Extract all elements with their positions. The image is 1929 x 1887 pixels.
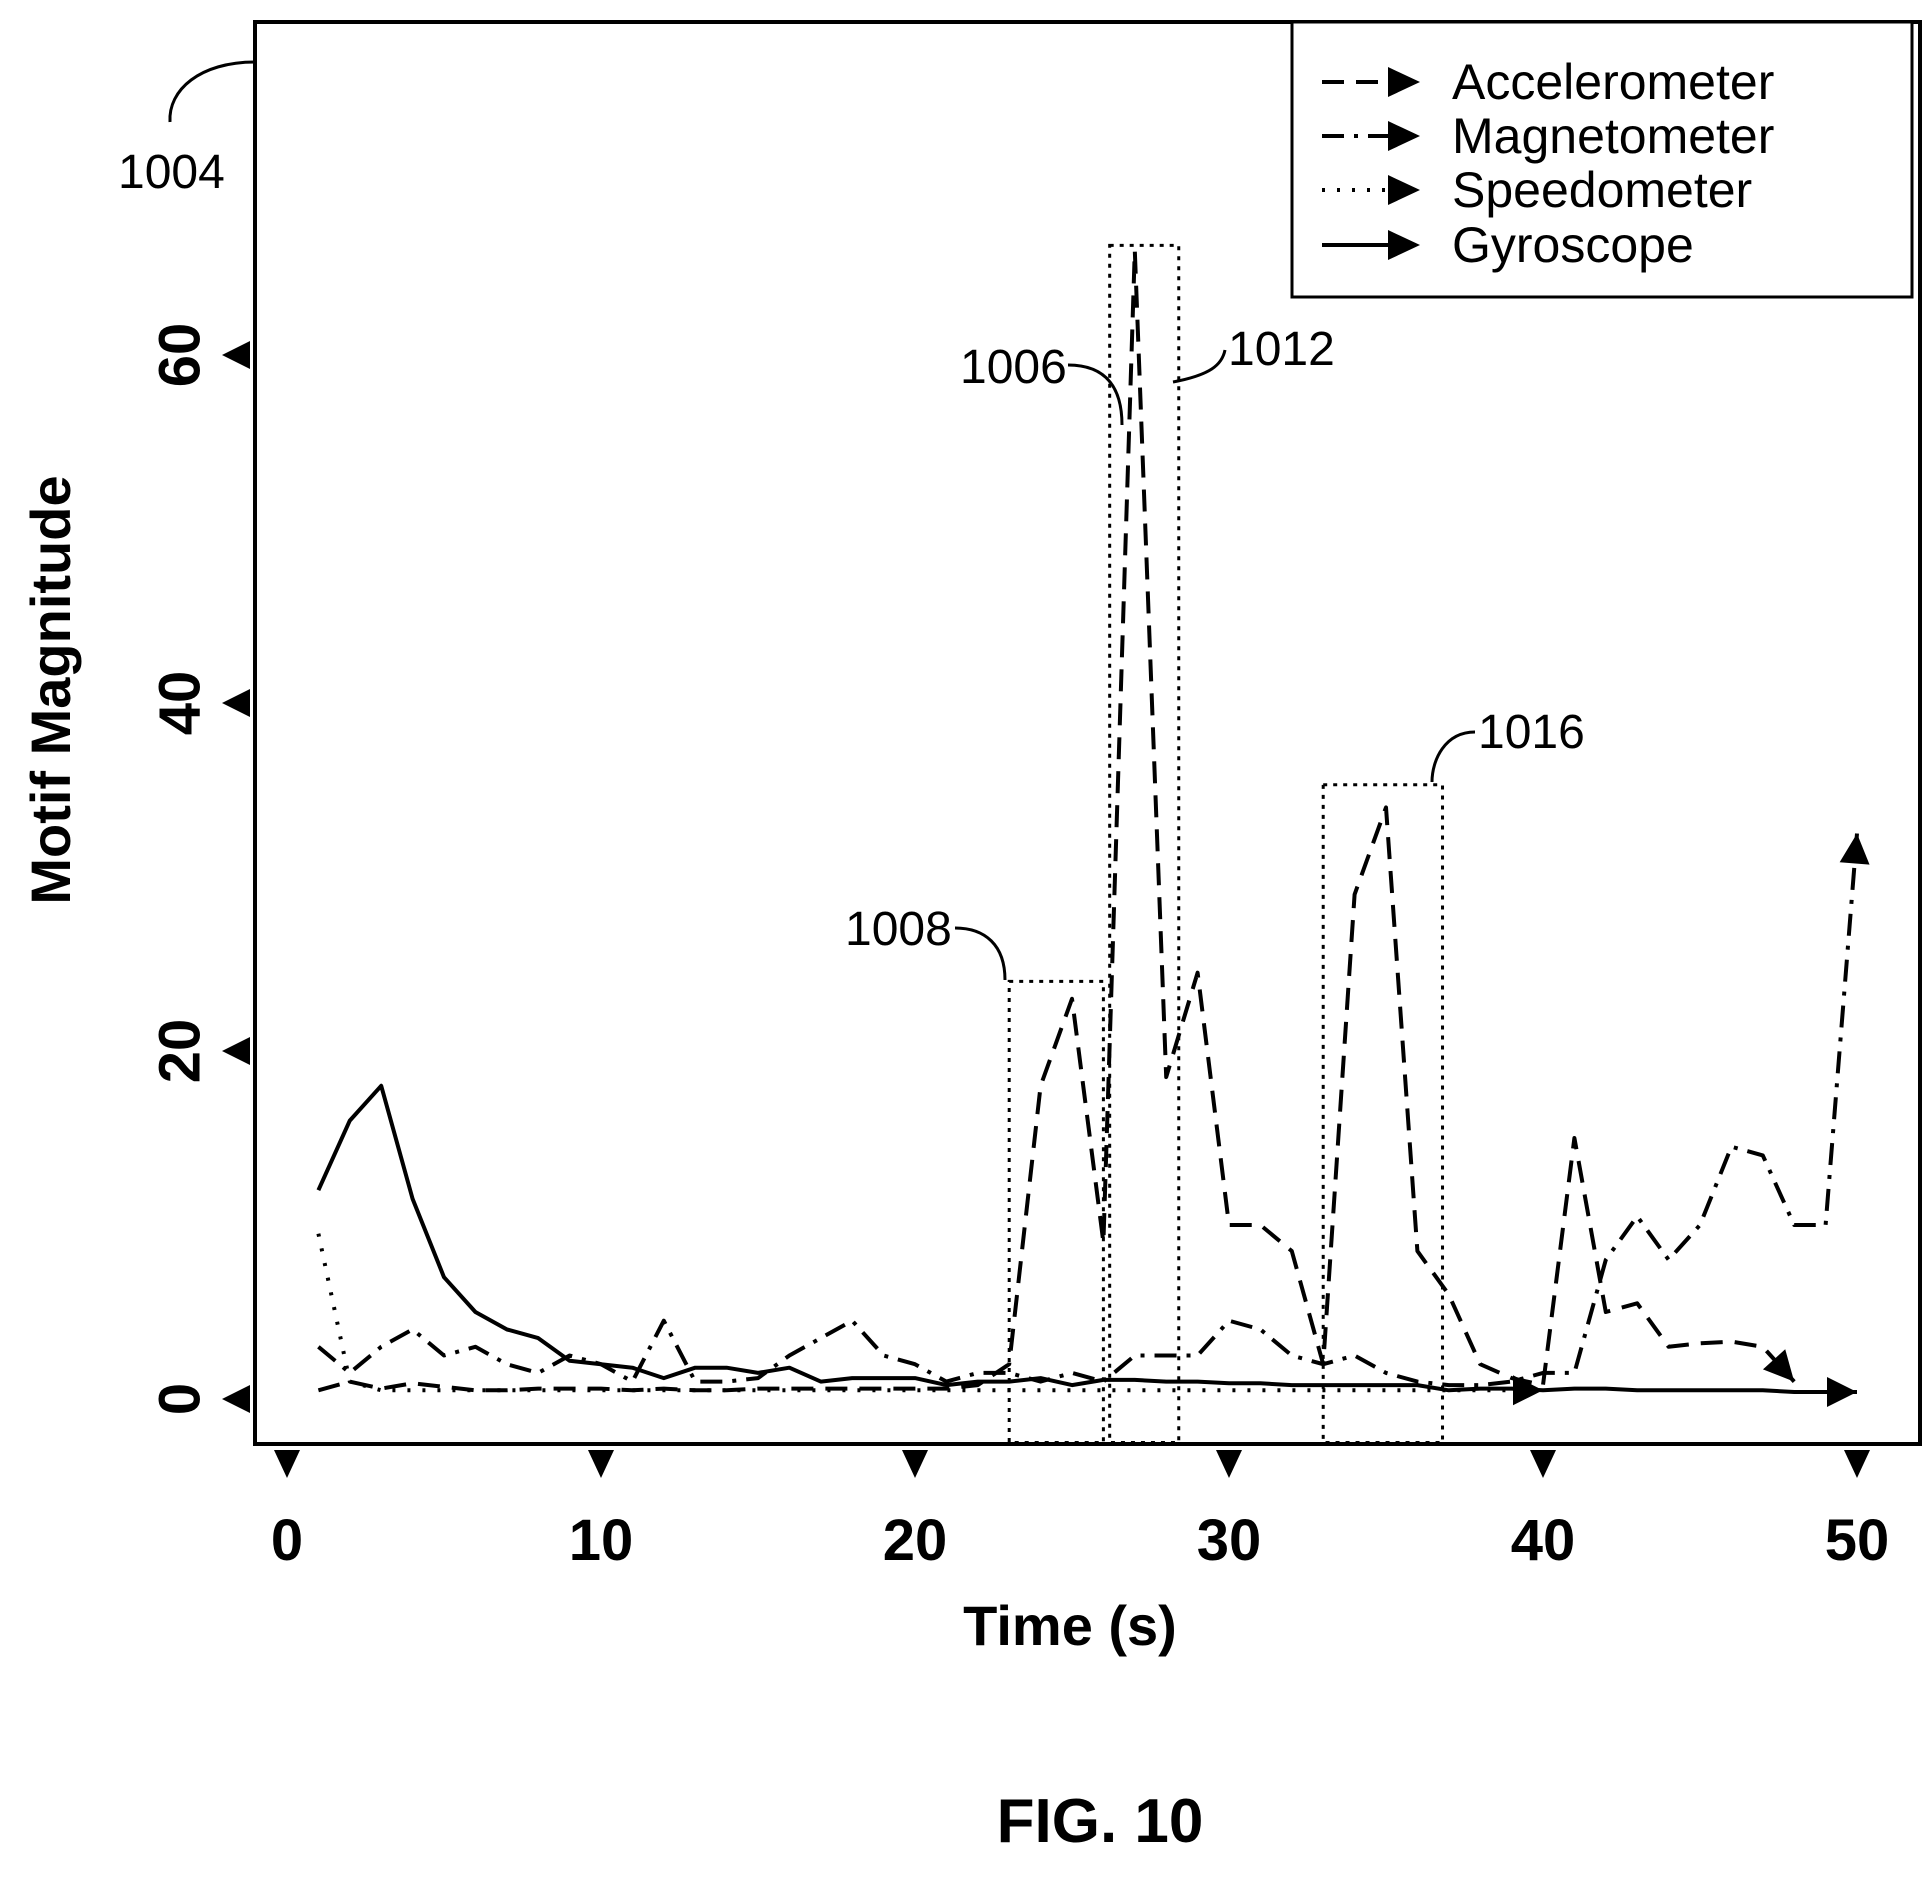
series-line-magnetometer [317,833,1859,1388]
series-line-accelerometer [317,248,1796,1393]
x-tick-mark [1216,1450,1242,1478]
x-tick-label: 30 [1197,1508,1262,1573]
x-tick-label: 40 [1511,1508,1576,1573]
reference-callouts: 1004 1006 1012 1008 1016 [118,60,1585,981]
y-axis-ticks: 0 20 40 60 [148,323,250,1415]
y-tick-mark [222,341,250,369]
reference-label-1012: 1012 [1228,323,1335,376]
legend-arrowhead [1388,175,1420,205]
legend-arrowhead [1388,121,1420,151]
series-lines [316,248,1870,1407]
series-arrowhead [1839,833,1870,865]
y-tick-label: 0 [148,1383,213,1415]
x-tick-mark [1844,1450,1870,1478]
reference-label-1016: 1016 [1478,706,1585,759]
legend-arrowhead [1388,67,1420,97]
y-tick-mark [222,1385,250,1413]
x-axis-ticks: 0 10 20 30 40 50 [271,1450,1889,1573]
x-tick-label: 10 [569,1508,634,1573]
callout-leader-1016 [1430,730,1476,783]
reference-label-1006: 1006 [960,341,1067,394]
callout-leader-1012 [1172,349,1227,384]
x-tick-label: 0 [271,1508,303,1573]
callout-leader-1004 [168,60,256,123]
legend-label: Accelerometer [1452,54,1774,110]
x-tick-label: 50 [1825,1508,1890,1573]
x-tick-mark [1530,1450,1556,1478]
highlight-box [1321,783,1445,1444]
highlight-box [1007,979,1105,1445]
x-tick-label: 20 [883,1508,948,1573]
legend-label: Magnetometer [1452,108,1774,164]
x-tick-mark [902,1450,928,1478]
legend-label: Gyroscope [1452,217,1694,273]
series-line-gyroscope [316,1083,1857,1394]
legend-label: Speedometer [1452,162,1752,218]
y-tick-label: 40 [148,671,213,736]
series-arrowhead [1762,1349,1795,1382]
callout-leader-1008 [954,926,1007,981]
legend: AccelerometerMagnetometerSpeedometerGyro… [1290,20,1914,299]
callout-leader-1006 [1067,363,1124,426]
x-axis-title: Time (s) [963,1594,1177,1657]
y-tick-mark [222,689,250,717]
figure-label: FIG. 10 [997,1787,1204,1856]
x-tick-mark [588,1450,614,1478]
y-tick-label: 20 [148,1019,213,1084]
y-axis-title: Motif Magnitude [19,475,82,904]
highlight-box [1108,243,1181,1444]
series-arrowhead [1827,1377,1857,1407]
highlight-boxes [1007,243,1445,1445]
reference-label-1004: 1004 [118,146,225,199]
y-tick-mark [222,1037,250,1065]
y-tick-label: 60 [148,323,213,388]
series-line-speedometer [316,1233,1543,1393]
legend-arrowhead [1388,230,1420,260]
reference-label-1008: 1008 [845,903,952,956]
x-tick-mark [274,1450,300,1478]
